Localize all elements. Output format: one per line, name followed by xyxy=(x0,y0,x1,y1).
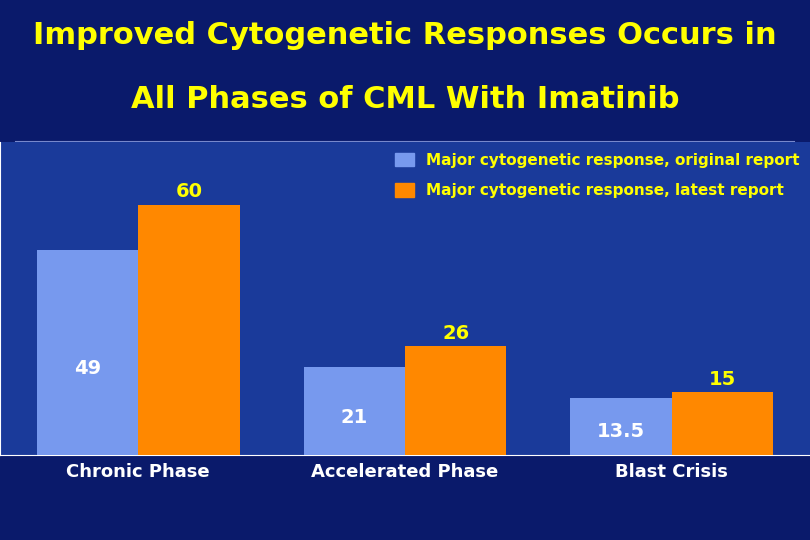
Bar xyxy=(671,392,774,455)
Bar xyxy=(36,251,139,455)
Text: Improved Cytogenetic Responses Occurs in: Improved Cytogenetic Responses Occurs in xyxy=(33,21,777,50)
Text: 26: 26 xyxy=(442,324,469,343)
Text: 49: 49 xyxy=(74,360,101,379)
Text: 13.5: 13.5 xyxy=(597,422,646,441)
Bar xyxy=(405,346,506,455)
Text: 15: 15 xyxy=(709,370,736,389)
Bar xyxy=(304,367,405,455)
Text: 21: 21 xyxy=(341,408,368,428)
Text: 60: 60 xyxy=(176,183,202,201)
Text: All Phases of CML With Imatinib: All Phases of CML With Imatinib xyxy=(130,85,680,114)
Bar xyxy=(139,205,240,455)
Legend: Major cytogenetic response, original report, Major cytogenetic response, latest : Major cytogenetic response, original rep… xyxy=(389,147,805,204)
Bar xyxy=(570,399,671,455)
